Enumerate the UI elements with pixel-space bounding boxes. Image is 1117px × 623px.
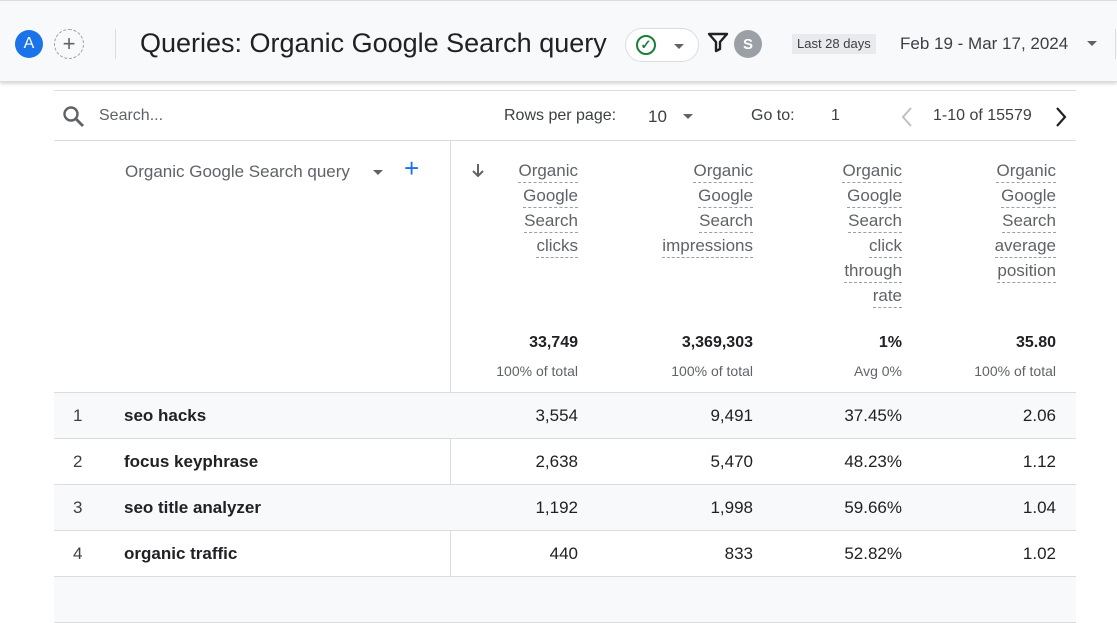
dimension-header[interactable]: Organic Google Search query [125,162,350,181]
metric-header-word: rate [872,284,902,308]
check-circle-icon: ✓ [636,35,656,55]
table-header: Organic Google Search query + Organic Goo… [54,141,1076,393]
metric-cell: 2,638 [535,452,578,471]
metric-header-word: position [997,259,1056,283]
metric-header-word: Google [1001,184,1056,208]
user-avatar[interactable]: S [734,30,762,58]
metric-cell: 1.04 [1022,498,1056,517]
metric-header-word: Organic [518,159,578,183]
metric-header-word: impressions [662,234,753,258]
metric-header[interactable]: Organic Google Search average position [896,158,1056,283]
metric-cell: 1,998 [710,498,753,517]
row-index: 3 [73,498,83,517]
next-page-icon[interactable] [1054,106,1068,128]
dimension-dropdown-icon[interactable] [373,170,383,175]
metric-total-sub: 100% of total [974,363,1056,379]
metric-header-word: Search [1002,209,1056,233]
metric-header[interactable]: Organic Google Search impressions [593,158,753,258]
table-row[interactable]: 2 focus keyphrase 2,638 5,470 48.23% 1.12 [54,439,1076,485]
comparison-avatar[interactable]: A [15,30,43,58]
metric-cell: 52.82% [844,544,902,563]
query-cell: focus keyphrase [124,452,259,471]
divider [115,29,116,59]
goto-label: Go to: [751,107,795,124]
metric-header-word: clicks [536,234,578,258]
table-row[interactable]: 3 seo title analyzer 1,192 1,998 59.66% 1.04 [54,485,1076,531]
metric-cell: 2.06 [1022,406,1056,425]
date-preset-label: Last 28 days [792,34,876,54]
metric-header-word: Google [847,184,902,208]
query-cell: seo hacks [124,406,207,425]
rows-per-page-select[interactable]: 10 [648,107,667,126]
row-index: 2 [73,452,83,471]
row-index: 1 [73,406,83,425]
metric-total-sub: Avg 0% [854,363,902,379]
metric-total: 1% [878,334,902,351]
report-status-dropdown[interactable]: ✓ [625,28,699,62]
query-cell: seo title analyzer [124,498,262,517]
metric-header[interactable]: Organic Google Search clicks [418,158,578,258]
search-icon [63,106,84,127]
metric-header-word: Organic [996,159,1056,183]
metric-cell: 833 [724,544,753,563]
goto-input[interactable]: 1 [831,107,840,124]
rows-per-page-label: Rows per page: [504,107,617,124]
metric-header-word: Google [523,184,578,208]
add-dimension-button[interactable]: + [404,153,420,183]
table-row[interactable]: 1 seo hacks 3,554 9,491 37.45% 2.06 [54,393,1076,439]
metric-total-sub: 100% of total [671,363,753,379]
table-toolbar: Search... Rows per page: 10 Go to: 1 1-1… [54,90,1076,141]
chevron-down-icon[interactable] [683,114,693,119]
metric-cell: 1,192 [535,498,578,517]
metric-cell: 1.12 [1022,452,1056,471]
chevron-down-icon [674,44,684,49]
metric-cell: 3,554 [535,406,578,425]
metric-total-sub: 100% of total [496,363,578,379]
add-comparison-button[interactable]: + [54,29,84,59]
metric-total: 35.80 [1015,334,1056,351]
metric-cell: 1.02 [1022,544,1056,563]
filter-icon[interactable] [707,31,729,53]
row-index: 4 [73,544,83,563]
search-input[interactable]: Search... [99,107,164,124]
query-cell: organic traffic [124,544,238,563]
date-dropdown-icon[interactable] [1087,41,1097,46]
pagination-label: 1-10 of 15579 [933,107,1032,124]
metric-header-word: average [994,234,1056,258]
metric-header-word: through [844,259,902,283]
prev-page-icon[interactable] [900,106,914,128]
table-row[interactable]: 4 organic traffic 440 833 52.82% 1.02 [54,531,1076,577]
metric-total: 33,749 [529,334,578,351]
metric-cell: 48.23% [844,452,902,471]
metric-header-word: Organic [842,159,902,183]
metric-cell: 440 [549,544,578,563]
report-header: A + Queries: Organic Google Search query… [0,0,1117,82]
date-range-picker[interactable]: Feb 19 - Mar 17, 2024 [900,34,1069,53]
metric-header[interactable]: Organic Google Search click through rate [742,158,902,308]
table-row[interactable] [54,577,1076,623]
metric-cell: 5,470 [710,452,753,471]
metric-header-word: Search [848,209,902,233]
metric-cell: 59.66% [844,498,902,517]
metric-header-word: Search [524,209,578,233]
metric-cell: 9,491 [710,406,753,425]
sort-descending-icon[interactable] [472,163,484,179]
column-divider [450,141,451,586]
metric-cell: 37.45% [844,406,902,425]
metric-total: 3,369,303 [681,334,753,351]
page-title: Queries: Organic Google Search query [140,28,607,58]
divider [1115,29,1116,59]
